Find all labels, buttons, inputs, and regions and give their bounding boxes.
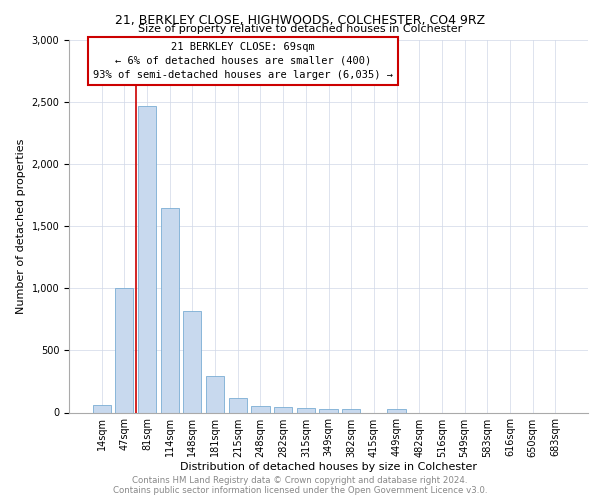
Bar	[161, 208, 179, 412]
Bar	[388, 409, 406, 412]
Y-axis label: Number of detached properties: Number of detached properties	[16, 138, 26, 314]
Text: 21 BERKLEY CLOSE: 69sqm
← 6% of detached houses are smaller (400)
93% of semi-de: 21 BERKLEY CLOSE: 69sqm ← 6% of detached…	[93, 42, 393, 80]
Text: Contains HM Land Registry data © Crown copyright and database right 2024.
Contai: Contains HM Land Registry data © Crown c…	[113, 476, 487, 495]
Text: Size of property relative to detached houses in Colchester: Size of property relative to detached ho…	[138, 24, 462, 34]
Bar	[115, 288, 133, 412]
Bar	[274, 407, 292, 412]
X-axis label: Distribution of detached houses by size in Colchester: Distribution of detached houses by size …	[180, 462, 477, 472]
Bar	[92, 405, 111, 412]
Bar	[297, 408, 315, 412]
Bar	[184, 310, 202, 412]
Bar	[251, 406, 269, 412]
Bar	[138, 106, 156, 412]
Text: 21, BERKLEY CLOSE, HIGHWOODS, COLCHESTER, CO4 9RZ: 21, BERKLEY CLOSE, HIGHWOODS, COLCHESTER…	[115, 14, 485, 27]
Bar	[229, 398, 247, 412]
Bar	[319, 409, 338, 412]
Bar	[206, 376, 224, 412]
Bar	[342, 410, 360, 412]
